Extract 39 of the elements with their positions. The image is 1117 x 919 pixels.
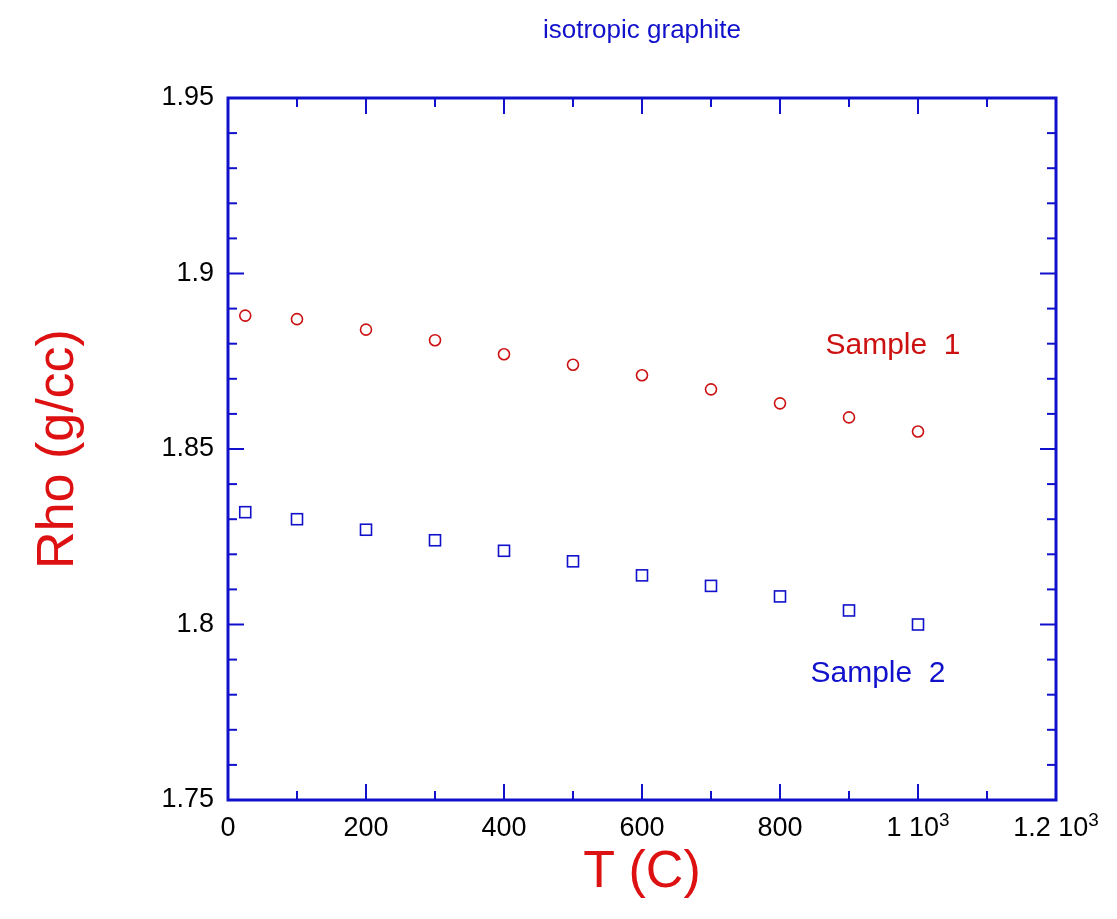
point [911,425,925,438]
point [635,368,649,382]
y-axis-title: Rho (g/cc) [26,329,84,569]
point [842,604,856,617]
x-tick-label: 1 10$^{3}$ [886,808,950,842]
y-tick-label: 1.85 [161,432,214,463]
x-tick-label: 1.2 10$^{3}$ [1013,808,1099,842]
point [359,523,373,537]
point [704,579,718,593]
y-tick-label: 1.95 [161,81,214,112]
x-tick-label: 600 [619,812,665,842]
point [842,411,856,424]
y-tick-label: 1.75 [161,783,214,814]
x-axis-title: T (C) [583,840,701,898]
point [911,618,925,631]
point [497,347,511,361]
point [428,533,442,547]
x-tick-label: 200 [343,812,389,842]
series-label: Sample 1 [825,327,961,361]
y-tick-label: 1.9 [176,256,214,287]
point [566,358,580,372]
point [704,383,718,396]
point [635,569,649,582]
point [566,555,580,568]
x-tick-label: 0 [220,812,236,842]
point [238,505,252,519]
chart-title: isotropic graphite [543,14,741,44]
y-tick-label: 1.8 [176,607,214,638]
point [359,323,373,336]
point [238,309,252,322]
point [497,544,511,558]
x-tick-label: 400 [481,812,527,842]
point [290,512,304,526]
point [773,397,787,410]
x-tick-label: 800 [757,812,803,842]
point [290,312,304,326]
point [773,590,787,603]
series-label: Sample 2 [810,655,946,689]
point [428,333,442,347]
